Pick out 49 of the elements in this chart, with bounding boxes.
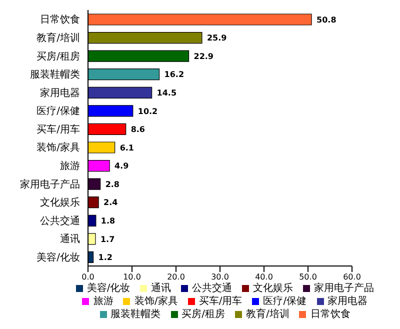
data-label: 2.4 [104, 198, 118, 208]
y-tick-label: 文化娱乐 [40, 196, 80, 209]
data-label: 6.1 [120, 143, 134, 152]
legend-label: 文化娱乐 [253, 283, 294, 294]
data-label: 1.7 [100, 234, 115, 244]
y-tick-label: 旅游 [60, 160, 80, 172]
y-tick-label: 日常饮食 [40, 14, 80, 26]
y-tick-label: 美容/化妆 [36, 251, 80, 264]
data-label: 2.8 [105, 180, 120, 189]
legend-label: 医疗/保健 [263, 296, 307, 307]
y-tick-label: 教育/培训 [36, 32, 80, 44]
y-tick-label: 买房/租房 [36, 50, 80, 62]
y-tick-label: 买车/用车 [36, 123, 80, 136]
y-tick-label: 公共交通 [40, 214, 80, 227]
x-tick-label: 0.0 [82, 272, 94, 282]
legend-label: 买房/租房 [182, 309, 225, 320]
data-label: 16.2 [164, 70, 184, 80]
y-tick-label: 装饰/家具 [36, 142, 80, 154]
y-tick-label: 家用电子产品 [20, 178, 80, 190]
x-tick-label: 60.0 [343, 272, 361, 282]
data-label: 4.9 [114, 162, 130, 171]
data-label: 25.9 [206, 34, 228, 43]
legend-label: 服装鞋帽类 [110, 309, 161, 320]
y-tick-label: 医疗/保健 [36, 105, 80, 118]
data-label: 1.2 [98, 253, 112, 262]
legend-label: 家用电子产品 [314, 283, 374, 294]
x-tick-label: 30.0 [211, 272, 229, 282]
data-label: 22.9 [194, 52, 214, 61]
data-label: 50.8 [316, 15, 337, 24]
legend-label: 买车/用车 [198, 296, 242, 307]
legend-label: 美容/化妆 [86, 283, 130, 294]
data-label: 8.6 [130, 125, 146, 134]
x-tick-label: 10.0 [123, 272, 141, 282]
x-tick-label: 20.0 [167, 272, 185, 282]
y-tick-label: 家用电器 [40, 86, 80, 99]
legend-label: 装饰/家具 [134, 296, 178, 307]
legend-label: 教育/培训 [246, 309, 290, 320]
data-label: 14.5 [156, 88, 177, 98]
y-tick-label: 服装鞋帽类 [30, 68, 80, 81]
legend-label: 公共交通 [192, 283, 232, 294]
y-tick-label: 通讯 [60, 233, 80, 246]
legend-label: 家用电器 [328, 296, 368, 307]
legend-label: 通讯 [151, 283, 172, 294]
x-tick-label: 50.0 [299, 272, 317, 282]
data-label: 10.2 [138, 106, 158, 116]
data-label: 1.8 [100, 216, 116, 226]
x-tick-label: 40.0 [255, 272, 273, 282]
legend-label: 旅游 [93, 296, 114, 307]
legend-label: 日常饮食 [310, 309, 350, 320]
